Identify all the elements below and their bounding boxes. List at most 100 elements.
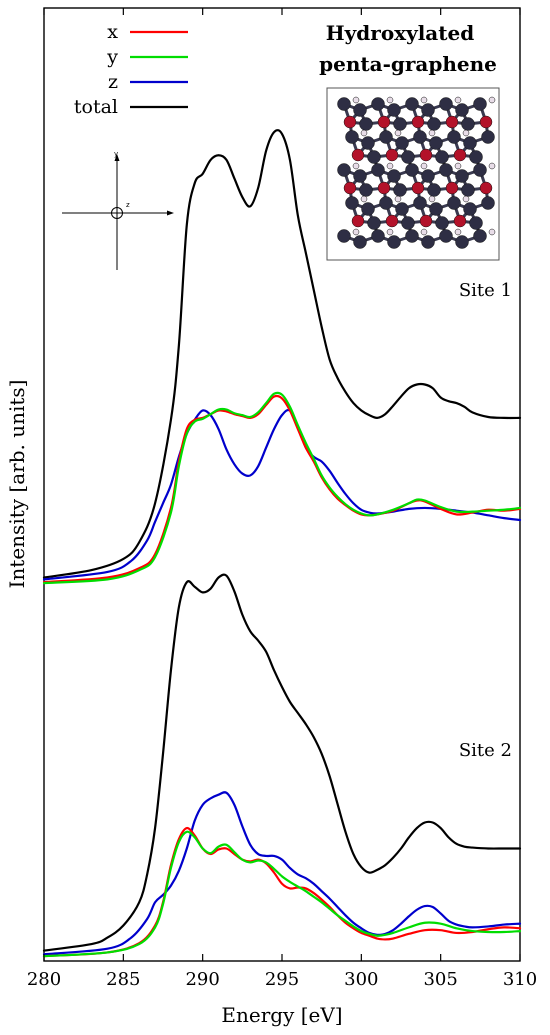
series-line-y-site-2	[42, 830, 522, 958]
hydrogen-atom	[454, 228, 462, 236]
x-tick-label-280: 280	[27, 969, 61, 990]
carbon-atom	[421, 235, 435, 249]
x-tick-label-305: 305	[423, 969, 457, 990]
legend-label-z: z	[108, 71, 118, 93]
carbon-atom	[473, 97, 487, 111]
hydrogen-atom	[462, 129, 470, 137]
carbon-atom	[353, 235, 367, 249]
oxygen-atom	[377, 115, 391, 129]
curves	[42, 129, 522, 958]
hydrogen-atom	[394, 129, 402, 137]
carbon-atom	[371, 229, 385, 243]
oxygen-atom	[343, 115, 357, 129]
carbon-atom	[405, 163, 419, 177]
hydrogen-atom	[420, 162, 428, 170]
carbon-atom	[353, 103, 367, 117]
carbon-atom	[401, 216, 415, 230]
molecular-structure-inset	[326, 87, 500, 261]
orientation-z-label: z	[126, 201, 130, 209]
carbon-atom	[439, 229, 453, 243]
carbon-atom	[435, 150, 449, 164]
carbon-atom	[463, 136, 477, 150]
oxygen-atom	[343, 181, 357, 195]
hydrogen-atom	[488, 96, 496, 104]
carbon-atom	[429, 202, 443, 216]
hydrogen-atom	[488, 162, 496, 170]
carbon-atom	[463, 202, 477, 216]
series-line-total-site-1	[42, 129, 522, 579]
oxygen-atom	[479, 181, 493, 195]
carbon-atom	[447, 196, 461, 210]
hydrogen-atom	[488, 228, 496, 236]
carbon-atom	[337, 229, 351, 243]
hydrogen-atom	[352, 96, 360, 104]
penta-graphene-structure-icon	[337, 96, 496, 249]
carbon-atom	[359, 117, 373, 131]
carbon-atom	[393, 183, 407, 197]
series-line-x-site-2	[42, 826, 522, 958]
oxygen-atom	[385, 214, 399, 228]
hydrogen-atom	[454, 162, 462, 170]
hydrogen-atom	[454, 96, 462, 104]
chart-subtitle: penta-graphene	[319, 52, 497, 76]
hydrogen-atom	[352, 162, 360, 170]
oxygen-atom	[351, 148, 365, 162]
orientation-arrow-right-icon	[167, 210, 174, 216]
carbon-atom	[387, 103, 401, 117]
series-line-y-site-1	[42, 391, 522, 585]
oxygen-atom	[453, 148, 467, 162]
carbon-atom	[379, 130, 393, 144]
carbon-atom	[395, 136, 409, 150]
hydrogen-atom	[352, 228, 360, 236]
carbon-atom	[345, 130, 359, 144]
legend-label-x: x	[107, 21, 118, 43]
oxygen-atom	[419, 148, 433, 162]
oxygen-atom	[419, 214, 433, 228]
carbon-atom	[455, 103, 469, 117]
carbon-atom	[421, 103, 435, 117]
site-2-label: Site 2	[459, 740, 512, 761]
carbon-atom	[359, 183, 373, 197]
hydrogen-atom	[462, 195, 470, 203]
carbon-atom	[435, 216, 449, 230]
series-line-z-site-2	[42, 791, 522, 956]
carbon-atom	[345, 196, 359, 210]
panel-site-1	[42, 129, 522, 585]
hydrogen-atom	[428, 195, 436, 203]
carbon-atom	[405, 229, 419, 243]
x-tick-label-285: 285	[106, 969, 140, 990]
carbon-atom	[371, 97, 385, 111]
carbon-atom	[461, 117, 475, 131]
oxygen-atom	[377, 181, 391, 195]
carbon-atom	[337, 163, 351, 177]
orientation-y-label: y	[114, 150, 118, 158]
orientation-axes-diagram: y z	[62, 150, 174, 270]
carbon-atom	[455, 169, 469, 183]
carbon-atom	[405, 97, 419, 111]
orientation-z-circle-icon	[111, 207, 123, 219]
carbon-atom	[393, 117, 407, 131]
carbon-atom	[361, 136, 375, 150]
x-tick-label-300: 300	[344, 969, 378, 990]
carbon-atom	[481, 130, 495, 144]
x-tick-label-290: 290	[185, 969, 219, 990]
carbon-atom	[421, 169, 435, 183]
carbon-atom	[413, 196, 427, 210]
carbon-atom	[481, 196, 495, 210]
carbon-atom	[461, 183, 475, 197]
hydrogen-atom	[420, 96, 428, 104]
orientation-arrow-up-icon	[114, 154, 120, 161]
carbon-atom	[387, 169, 401, 183]
x-tick-label-295: 295	[265, 969, 299, 990]
carbon-atom	[439, 97, 453, 111]
hydrogen-atom	[386, 162, 394, 170]
series-line-z-site-1	[42, 408, 522, 581]
hydrogen-atom	[360, 129, 368, 137]
carbon-atom	[427, 117, 441, 131]
y-axis-label: Intensity [arb. units]	[5, 380, 29, 589]
hydrogen-atom	[360, 195, 368, 203]
hydrogen-atom	[386, 96, 394, 104]
oxygen-atom	[453, 214, 467, 228]
carbon-atom	[337, 97, 351, 111]
carbon-atom	[371, 163, 385, 177]
